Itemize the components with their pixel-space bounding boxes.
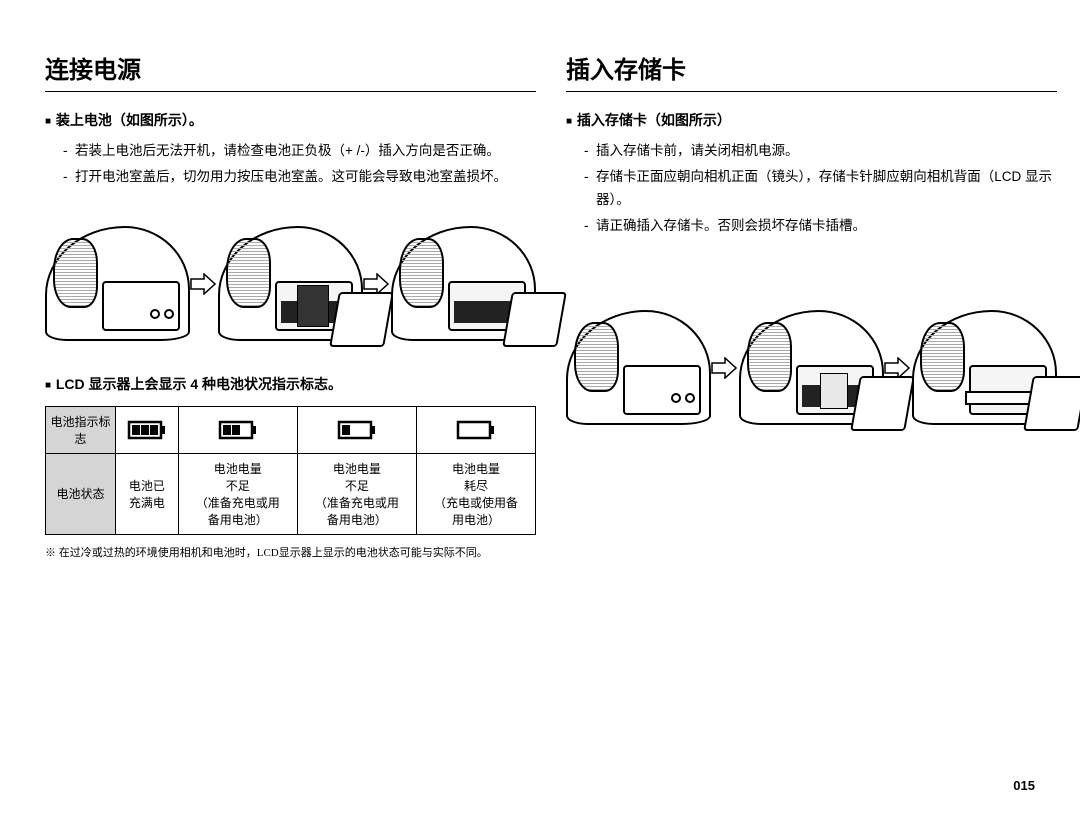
txt: 耗尽 <box>464 479 488 493</box>
txt: 充满电 <box>129 496 165 510</box>
arrow-right-icon <box>711 357 739 379</box>
section-install-battery: 装上电池（如图所示）。 <box>45 110 536 130</box>
cell-status-empty: 电池电量 耗尽 （充电或使用备 用电池） <box>416 453 535 534</box>
txt: （准备充电或用 <box>315 496 399 510</box>
battery-status-table: 电池指示标志 电池状态 电池已 充满电 电池电量 不足 （准备充电或用 备用电池… <box>45 406 536 535</box>
bullet: 请正确插入存储卡。否则会损坏存储卡插槽。 <box>584 215 1057 238</box>
th-indicator: 电池指示标志 <box>46 406 116 453</box>
txt: 电池电量 <box>214 462 262 476</box>
txt: （准备充电或用 <box>196 496 280 510</box>
bullet: 若装上电池后无法开机，请检查电池正负极（+ /-）插入方向是否正确。 <box>63 140 536 163</box>
txt: 备用电池） <box>208 513 268 527</box>
footnote: ※ 在过冷或过热的环境使用相机和电池时，LCD显示器上显示的电池状态可能与实际不… <box>45 545 536 563</box>
bullet: 插入存储卡前，请关闭相机电源。 <box>584 140 1057 163</box>
txt: （充电或使用备 <box>434 496 518 510</box>
txt: 电池电量 <box>333 462 381 476</box>
txt: 用电池） <box>452 513 500 527</box>
bullet: 打开电池室盖后，切勿用力按压电池室盖。这可能会导致电池室盖损坏。 <box>63 166 536 189</box>
arrow-right-icon <box>190 273 218 295</box>
page-number: 015 <box>1013 778 1035 793</box>
card-bullets: 插入存储卡前，请关闭相机电源。 存储卡正面应朝向相机正面（镜头），存储卡针脚应朝… <box>584 140 1057 238</box>
battery-full-icon <box>116 406 179 453</box>
cell-status-low2: 电池电量 不足 （准备充电或用 备用电池） <box>178 453 297 534</box>
battery-two-bars-icon <box>178 406 297 453</box>
battery-one-bar-icon <box>297 406 416 453</box>
txt: 不足 <box>345 479 369 493</box>
section-insert-card: 插入存储卡（如图所示） <box>566 110 1057 130</box>
section-lcd-indicators: LCD 显示器上会显示 4 种电池状况指示标志。 <box>45 374 536 394</box>
txt: 不足 <box>226 479 250 493</box>
cell-status-low1: 电池电量 不足 （准备充电或用 备用电池） <box>297 453 416 534</box>
battery-bullets: 若装上电池后无法开机，请检查电池正负极（+ /-）插入方向是否正确。 打开电池室… <box>63 140 536 189</box>
th-status: 电池状态 <box>46 453 116 534</box>
heading-power: 连接电源 <box>45 50 536 92</box>
bullet: 存储卡正面应朝向相机正面（镜头），存储卡针脚应朝向相机背面（LCD 显示器）。 <box>584 166 1057 212</box>
txt: 电池已 <box>129 479 165 493</box>
cell-status-full: 电池已 充满电 <box>116 453 179 534</box>
txt: 电池电量 <box>452 462 500 476</box>
txt: 备用电池） <box>327 513 387 527</box>
battery-illustration <box>45 214 536 354</box>
battery-empty-icon <box>416 406 535 453</box>
card-illustration <box>566 298 1057 438</box>
txt: 请正确插入存储卡。否则会损坏存储卡插槽。 <box>596 218 866 233</box>
heading-memory-card: 插入存储卡 <box>566 50 1057 92</box>
